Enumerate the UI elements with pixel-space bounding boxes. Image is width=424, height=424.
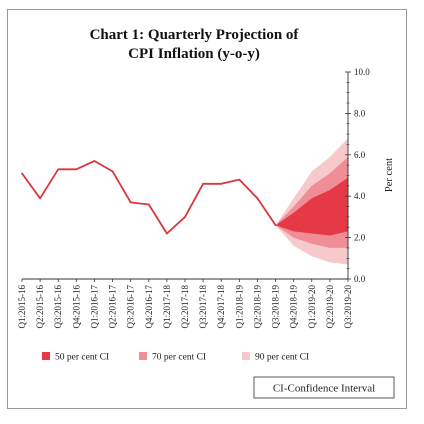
data-point [93, 160, 96, 162]
legend-swatch [139, 352, 147, 360]
y-tick-label: 10.0 [354, 67, 370, 77]
x-tick-label: Q3:2017-18 [198, 285, 208, 329]
data-point [147, 203, 150, 206]
x-tick-label: Q4:2018-19 [289, 285, 299, 329]
x-tick-label: Q1:2018-19 [234, 285, 244, 329]
x-tick-label: Q1:2016-17 [89, 285, 99, 329]
x-tick-label: Q3:2015-16 [53, 285, 63, 329]
chart-frame: Chart 1: Quarterly Projection of CPI Inf… [7, 9, 407, 409]
x-tick-label: Q3:2018-19 [271, 285, 281, 329]
note-text: CI-Confidence Interval [273, 383, 375, 395]
x-tick-labels: Q1:2015-16 Q2:2015-16 Q3:2015-16 Q4:2015-16… [17, 285, 353, 329]
axes [21, 71, 351, 282]
legend-label: 70 per cent CI [152, 353, 206, 363]
x-tick-label: Q3:2019-20 [343, 285, 353, 329]
legend-label: 90 per cent CI [255, 353, 309, 363]
x-tick-label: Q1:2019-20 [307, 285, 317, 329]
x-tick-label: Q3:2016-17 [126, 285, 136, 329]
x-tick-label: Q2:2015-16 [35, 285, 45, 329]
series-layer [21, 160, 277, 235]
confidence-bands [275, 138, 348, 265]
x-tick-label: Q1:2017-18 [162, 285, 172, 329]
y-tick-label: 4.0 [354, 191, 366, 201]
data-point [165, 232, 168, 235]
chart-title: Chart 1: Quarterly Projection of [90, 27, 300, 43]
chart-subtitle: CPI Inflation (y-o-y) [128, 46, 260, 62]
data-point [202, 182, 205, 185]
legend-label: 50 per cent CI [55, 353, 109, 363]
x-tick-label: Q2:2019-20 [325, 285, 335, 329]
series-line-0 [21, 160, 277, 235]
data-point [220, 182, 223, 185]
note-box-border [253, 376, 395, 399]
chart-canvas: Chart 1: Quarterly Projection of CPI Inf… [17, 27, 395, 399]
x-tick-label: Q4:2016-17 [144, 285, 154, 329]
data-point [111, 170, 114, 173]
data-point [39, 197, 42, 200]
y-tick-labels: 0.0 2.0 4.0 6.0 8.0 10.0 [354, 67, 370, 284]
data-point [21, 172, 23, 175]
x-tick-label: Q4:2017-18 [216, 285, 226, 329]
y-tick-label: 2.0 [354, 233, 366, 243]
legend-swatch [42, 352, 50, 360]
y-tick-label: 6.0 [354, 150, 366, 160]
data-point [274, 224, 277, 227]
legend: 50 per cent CI 70 per cent CI 90 per cent … [42, 352, 309, 363]
data-point [184, 216, 186, 218]
x-tick-label: Q2:2018-19 [252, 285, 262, 329]
y-tick-label: 8.0 [354, 108, 366, 118]
data-point [75, 168, 78, 171]
legend-swatch [242, 352, 250, 360]
y-axis-label: Per cent [384, 158, 395, 192]
data-point [238, 178, 241, 181]
y-tick-label: 0.0 [354, 274, 366, 284]
x-tick-label: Q2:2016-17 [108, 285, 118, 329]
data-point [57, 168, 60, 171]
ci-band-2 [275, 177, 348, 236]
note-box: CI-Confidence Interval [253, 376, 395, 399]
x-tick-label: Q4:2015-16 [71, 285, 81, 329]
data-point [256, 197, 259, 200]
x-tick-label: Q2:2017-18 [180, 285, 190, 329]
data-point [129, 201, 132, 204]
x-tick-label: Q1:2015-16 [17, 285, 27, 329]
